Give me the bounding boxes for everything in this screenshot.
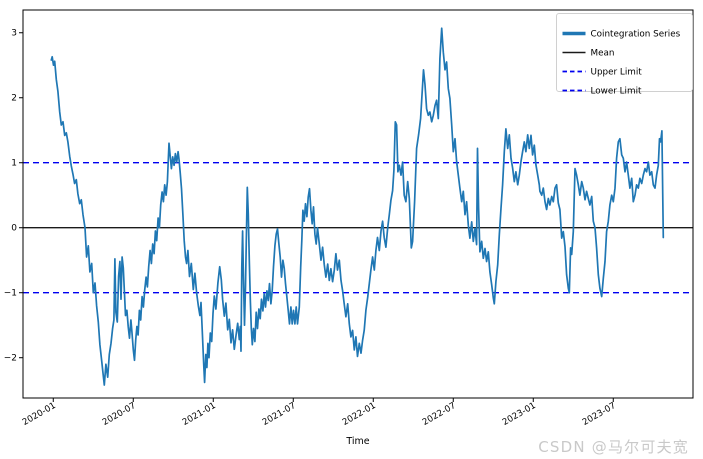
x-axis-title: Time <box>345 436 369 447</box>
y-tick-label: −1 <box>4 289 17 299</box>
y-tick-label: −2 <box>4 354 17 364</box>
x-tick-label: 2022-07 <box>421 401 458 428</box>
y-tick-label: 0 <box>11 224 17 234</box>
y-tick-label: 1 <box>11 159 17 169</box>
x-tick-label: 2023-01 <box>501 401 538 428</box>
y-tick-label: 2 <box>11 94 17 104</box>
x-tick-label: 2023-07 <box>581 401 618 428</box>
x-tick-label: 2020-07 <box>101 401 138 428</box>
x-tick-label: 2022-01 <box>341 401 378 428</box>
x-tick-label: 2021-07 <box>261 401 298 428</box>
y-tick-label: 3 <box>11 29 17 39</box>
watermark: CSDN @马尔可夫宽 <box>538 438 689 456</box>
legend-box <box>556 13 693 92</box>
legend-label: Cointegration Series <box>591 30 681 40</box>
legend: Cointegration Series Mean Upper Limit Lower… <box>556 13 693 97</box>
x-tick-label: 2020-01 <box>21 401 58 428</box>
legend-label: Lower Limit <box>591 87 643 97</box>
cointegration-series-line <box>50 27 665 386</box>
x-tick-label: 2021-01 <box>181 401 218 428</box>
legend-label: Mean <box>591 49 615 59</box>
legend-label: Upper Limit <box>591 68 643 78</box>
plot-border <box>22 9 694 399</box>
